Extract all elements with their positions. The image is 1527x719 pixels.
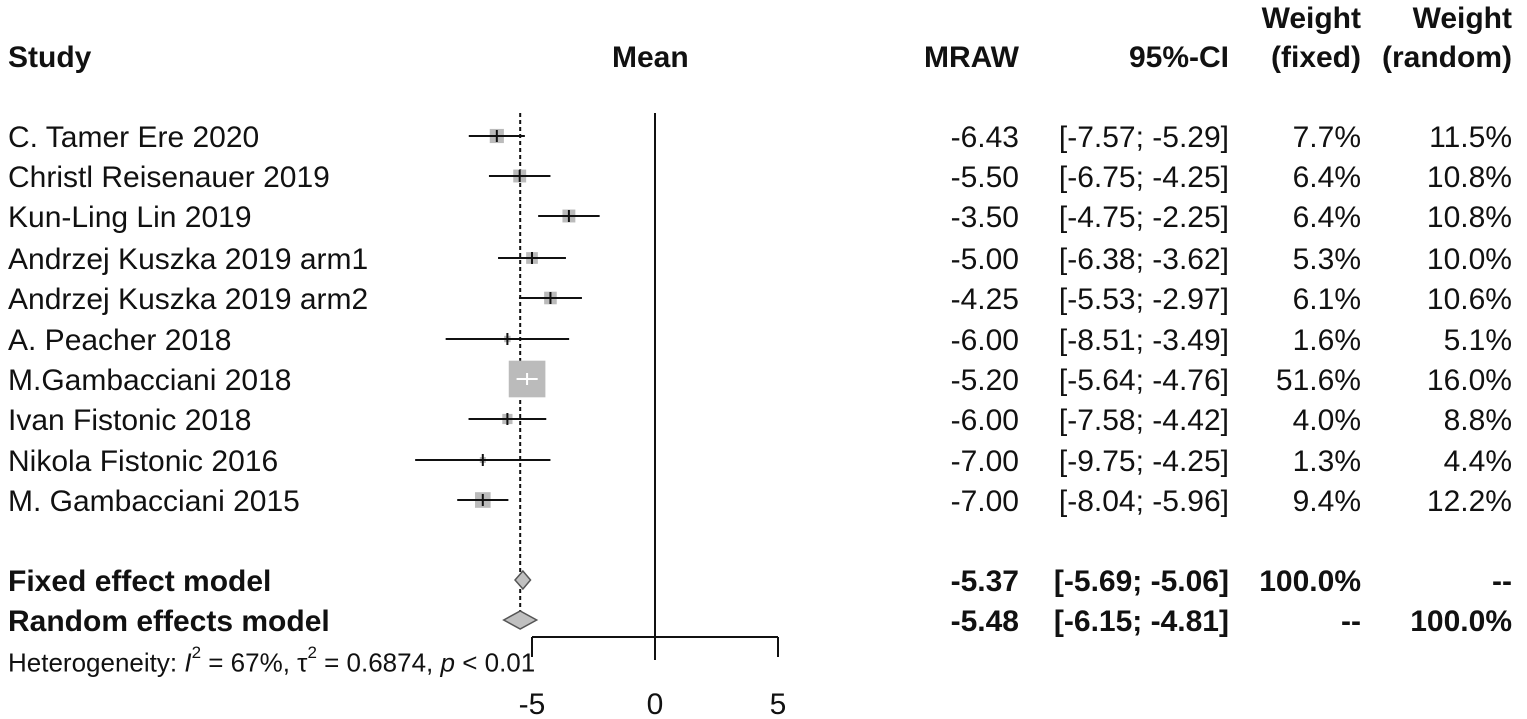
header-mean: Mean <box>612 41 689 74</box>
study-ci: [-8.04; -5.96] <box>1058 485 1229 518</box>
study-weight-fixed: 1.3% <box>1292 445 1361 478</box>
p-value: < 0.01 <box>454 647 536 678</box>
study-weight-random: 4.4% <box>1443 445 1512 478</box>
study-weight-random: 10.8% <box>1426 161 1512 194</box>
study-mraw: -5.20 <box>950 364 1019 397</box>
study-name: C. Tamer Ere 2020 <box>8 121 260 154</box>
header-weight-random-2: (random) <box>1382 41 1512 74</box>
heterogeneity-text: Heterogeneity: I2 = 67%, τ2 = 0.6874, p … <box>8 644 536 678</box>
study-name: Nikola Fistonic 2016 <box>8 445 279 478</box>
study-ci: [-7.57; -5.29] <box>1058 121 1229 154</box>
study-weight-fixed: 51.6% <box>1275 364 1361 397</box>
x-axis-tick-label: 0 <box>647 688 664 719</box>
study-weight-random: 11.5% <box>1429 121 1512 154</box>
study-ci: [-6.38; -3.62] <box>1058 243 1229 276</box>
study-weight-random: 16.0% <box>1426 364 1512 397</box>
study-weight-fixed: 6.1% <box>1292 283 1361 316</box>
x-axis-tick-label: -5 <box>519 688 546 719</box>
header-weight-random-1: Weight <box>1412 2 1512 35</box>
study-mraw: -5.00 <box>950 243 1019 276</box>
tau-squared-exponent: 2 <box>307 643 317 662</box>
study-mraw: -7.00 <box>950 445 1019 478</box>
study-weight-random: 12.2% <box>1426 485 1512 518</box>
study-ci: [-7.58; -4.42] <box>1058 404 1229 437</box>
header-weight-fixed-1: Weight <box>1261 2 1361 35</box>
model-mraw: -5.37 <box>950 565 1019 598</box>
study-name: Kun-Ling Lin 2019 <box>8 201 252 234</box>
study-mraw: -6.43 <box>950 121 1019 154</box>
model-name: Random effects model <box>8 605 330 638</box>
p-symbol: p <box>440 647 455 678</box>
tau-squared-symbol: τ <box>297 647 308 678</box>
header-weight-fixed-2: (fixed) <box>1271 41 1361 74</box>
model-mraw: -5.48 <box>950 605 1019 638</box>
study-ci: [-9.75; -4.25] <box>1058 445 1229 478</box>
study-name: Ivan Fistonic 2018 <box>8 404 252 437</box>
study-weight-random: 5.1% <box>1443 324 1512 357</box>
study-weight-fixed: 5.3% <box>1292 243 1361 276</box>
study-name: M.Gambacciani 2018 <box>8 364 292 397</box>
study-ci: [-5.53; -2.97] <box>1058 283 1229 316</box>
study-mraw: -6.00 <box>950 324 1019 357</box>
study-weight-fixed: 6.4% <box>1292 161 1361 194</box>
study-weight-random: 8.8% <box>1443 404 1512 437</box>
i-squared-value: = 67%, <box>201 647 298 678</box>
study-name: Andrzej Kuszka 2019 arm2 <box>8 283 369 316</box>
study-mraw: -7.00 <box>950 485 1019 518</box>
study-mraw: -4.25 <box>950 283 1019 316</box>
study-name: Andrzej Kuszka 2019 arm1 <box>8 243 369 276</box>
model-ci: [-5.69; -5.06] <box>1053 565 1229 598</box>
model-weight-random: -- <box>1492 565 1512 598</box>
tau-squared-value: = 0.6874, <box>316 647 441 678</box>
study-weight-fixed: 1.6% <box>1292 324 1361 357</box>
header-ci: 95%-CI <box>1128 41 1229 74</box>
study-ci: [-8.51; -3.49] <box>1058 324 1229 357</box>
header-study: Study <box>8 41 92 74</box>
study-weight-random: 10.0% <box>1426 243 1512 276</box>
study-name: A. Peacher 2018 <box>8 324 232 357</box>
header-mraw: MRAW <box>924 41 1019 74</box>
study-ci: [-5.64; -4.76] <box>1058 364 1229 397</box>
study-ci: [-6.75; -4.25] <box>1058 161 1229 194</box>
model-name: Fixed effect model <box>8 565 272 598</box>
heterogeneity-prefix: Heterogeneity: <box>8 647 185 678</box>
summary-diamond <box>514 569 532 591</box>
study-weight-fixed: 6.4% <box>1292 201 1361 234</box>
study-mraw: -5.50 <box>950 161 1019 194</box>
model-weight-fixed: 100.0% <box>1259 565 1361 598</box>
study-ci: [-4.75; -2.25] <box>1058 201 1229 234</box>
study-weight-fixed: 7.7% <box>1292 121 1361 154</box>
model-weight-random: 100.0% <box>1410 605 1512 638</box>
study-weight-random: 10.6% <box>1426 283 1512 316</box>
i-squared-symbol: I <box>184 647 192 678</box>
i-squared-exponent: 2 <box>191 643 202 662</box>
study-name: Christl Reisenauer 2019 <box>8 161 330 194</box>
summary-diamond <box>502 610 539 630</box>
study-mraw: -3.50 <box>950 201 1019 234</box>
model-ci: [-6.15; -4.81] <box>1053 605 1229 638</box>
study-name: M. Gambacciani 2015 <box>8 485 300 518</box>
study-weight-random: 10.8% <box>1426 201 1512 234</box>
study-weight-fixed: 4.0% <box>1292 404 1361 437</box>
model-weight-fixed: -- <box>1341 605 1361 638</box>
x-axis-tick-label: 5 <box>770 688 787 719</box>
study-mraw: -6.00 <box>950 404 1019 437</box>
study-weight-fixed: 9.4% <box>1292 485 1361 518</box>
